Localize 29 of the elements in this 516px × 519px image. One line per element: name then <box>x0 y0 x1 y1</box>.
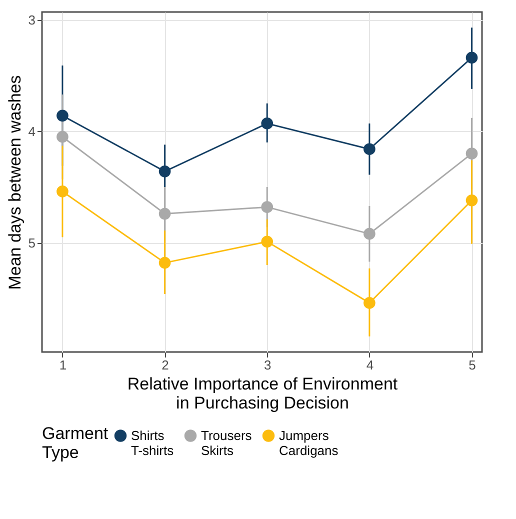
x-tick-label: 5 <box>468 358 476 372</box>
point <box>158 166 171 178</box>
y-tick-label: 4 <box>28 124 36 139</box>
point <box>56 110 68 122</box>
legend-label: Shirts T-shirts <box>131 428 174 458</box>
point <box>56 186 68 198</box>
point <box>364 297 376 309</box>
point <box>261 236 274 248</box>
x-tick-label: 3 <box>264 358 272 372</box>
x-tick-label: 2 <box>162 358 169 372</box>
x-tick-label: 4 <box>366 358 374 372</box>
y-tick-label: 5 <box>28 235 36 250</box>
point <box>56 130 68 143</box>
point <box>466 194 478 206</box>
legend-title: Garment Type <box>42 424 108 462</box>
x-axis-title: Relative Importance of Environment in Purchasing Decision <box>127 374 398 412</box>
point <box>158 256 171 269</box>
point <box>261 201 274 213</box>
y-axis-title: Mean days between washes <box>5 75 24 290</box>
point <box>364 228 376 240</box>
legend-label: Jumpers Cardigans <box>279 428 339 458</box>
point <box>158 208 171 220</box>
point <box>466 148 478 160</box>
x-tick-label: 1 <box>59 358 67 372</box>
point <box>364 143 376 156</box>
legend-label: Trousers Skirts <box>201 428 252 458</box>
y-tick-label: 3 <box>28 12 36 28</box>
point <box>466 52 478 64</box>
point <box>261 118 274 130</box>
